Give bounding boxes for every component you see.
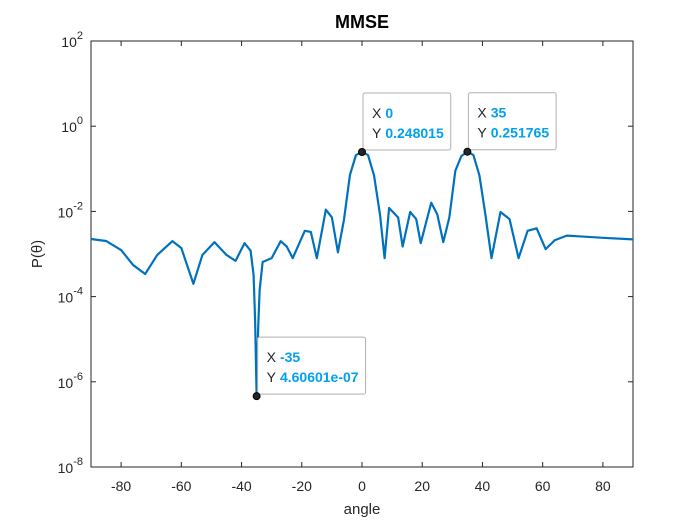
y-tick-exponent: -6 bbox=[73, 371, 83, 383]
datatip-x-value: 0 bbox=[385, 105, 393, 121]
x-tick-label: -20 bbox=[292, 478, 312, 494]
x-tick-label: -60 bbox=[171, 478, 191, 494]
datatip-y-name: Y bbox=[267, 369, 277, 385]
datatip-y-value: 0.251765 bbox=[491, 125, 550, 141]
datatip-y: Y 0.251765 bbox=[477, 125, 549, 141]
y-tick-exponent: -2 bbox=[73, 200, 83, 212]
x-tick-label: 0 bbox=[358, 478, 366, 494]
datatip-box bbox=[467, 92, 557, 151]
datatip-x: X 35 bbox=[477, 105, 506, 121]
x-tick-label: 60 bbox=[535, 478, 551, 494]
x-tick-label: -80 bbox=[111, 478, 131, 494]
datatip-marker bbox=[358, 147, 366, 156]
datatip: X -35Y 4.60601e-07 bbox=[257, 336, 367, 395]
datatip-y: Y 0.248015 bbox=[372, 125, 444, 141]
y-tick-label: 10-8 bbox=[58, 456, 83, 476]
x-tick-label: 20 bbox=[414, 478, 430, 494]
datatip-box bbox=[257, 336, 367, 395]
y-tick-base: 10 bbox=[61, 34, 77, 50]
datatip-x: X -35 bbox=[267, 349, 301, 365]
y-tick-label: 10-4 bbox=[58, 286, 83, 306]
y-tick-label: 100 bbox=[61, 115, 83, 135]
datatip-marker bbox=[252, 392, 261, 401]
x-tick-label: 40 bbox=[475, 478, 491, 494]
datatip-x-name: X bbox=[477, 105, 487, 121]
datatip-x-value: -35 bbox=[280, 349, 300, 365]
datatip-y-name: Y bbox=[372, 125, 382, 141]
y-tick-exponent: -8 bbox=[73, 456, 83, 468]
datatip-x-name: X bbox=[267, 349, 277, 365]
x-axis-label: angle bbox=[344, 501, 381, 518]
y-tick-exponent: 0 bbox=[77, 115, 83, 127]
datatip-x-name: X bbox=[372, 105, 382, 121]
y-tick-base: 10 bbox=[58, 204, 74, 220]
datatip: X 35Y 0.251765 bbox=[467, 92, 557, 151]
datatip: X 0Y 0.248015 bbox=[362, 92, 452, 151]
datatip-x-value: 35 bbox=[491, 105, 507, 121]
y-tick-exponent: 2 bbox=[77, 30, 83, 42]
datatip-box bbox=[362, 92, 452, 151]
chart-title: MMSE bbox=[335, 12, 389, 32]
datatip-y-value: 4.60601e-07 bbox=[280, 369, 359, 385]
datatip-marker bbox=[463, 147, 472, 156]
datatip-y: Y 4.60601e-07 bbox=[267, 369, 359, 385]
y-axis-label: P(θ) bbox=[29, 240, 46, 268]
y-tick-base: 10 bbox=[58, 375, 74, 391]
datatip-y-name: Y bbox=[477, 125, 487, 141]
y-tick-label: 10-6 bbox=[58, 371, 83, 391]
y-tick-exponent: -4 bbox=[73, 286, 83, 298]
datatip-y-value: 0.248015 bbox=[385, 125, 444, 141]
data-line bbox=[90, 150, 634, 398]
y-tick-base: 10 bbox=[58, 290, 74, 306]
y-tick-base: 10 bbox=[58, 460, 74, 476]
x-tick-label: -40 bbox=[231, 478, 251, 494]
y-tick-label: 102 bbox=[61, 30, 83, 50]
y-tick-base: 10 bbox=[61, 119, 77, 135]
x-tick-label: 80 bbox=[595, 478, 611, 494]
y-tick-label: 10-2 bbox=[58, 200, 83, 220]
